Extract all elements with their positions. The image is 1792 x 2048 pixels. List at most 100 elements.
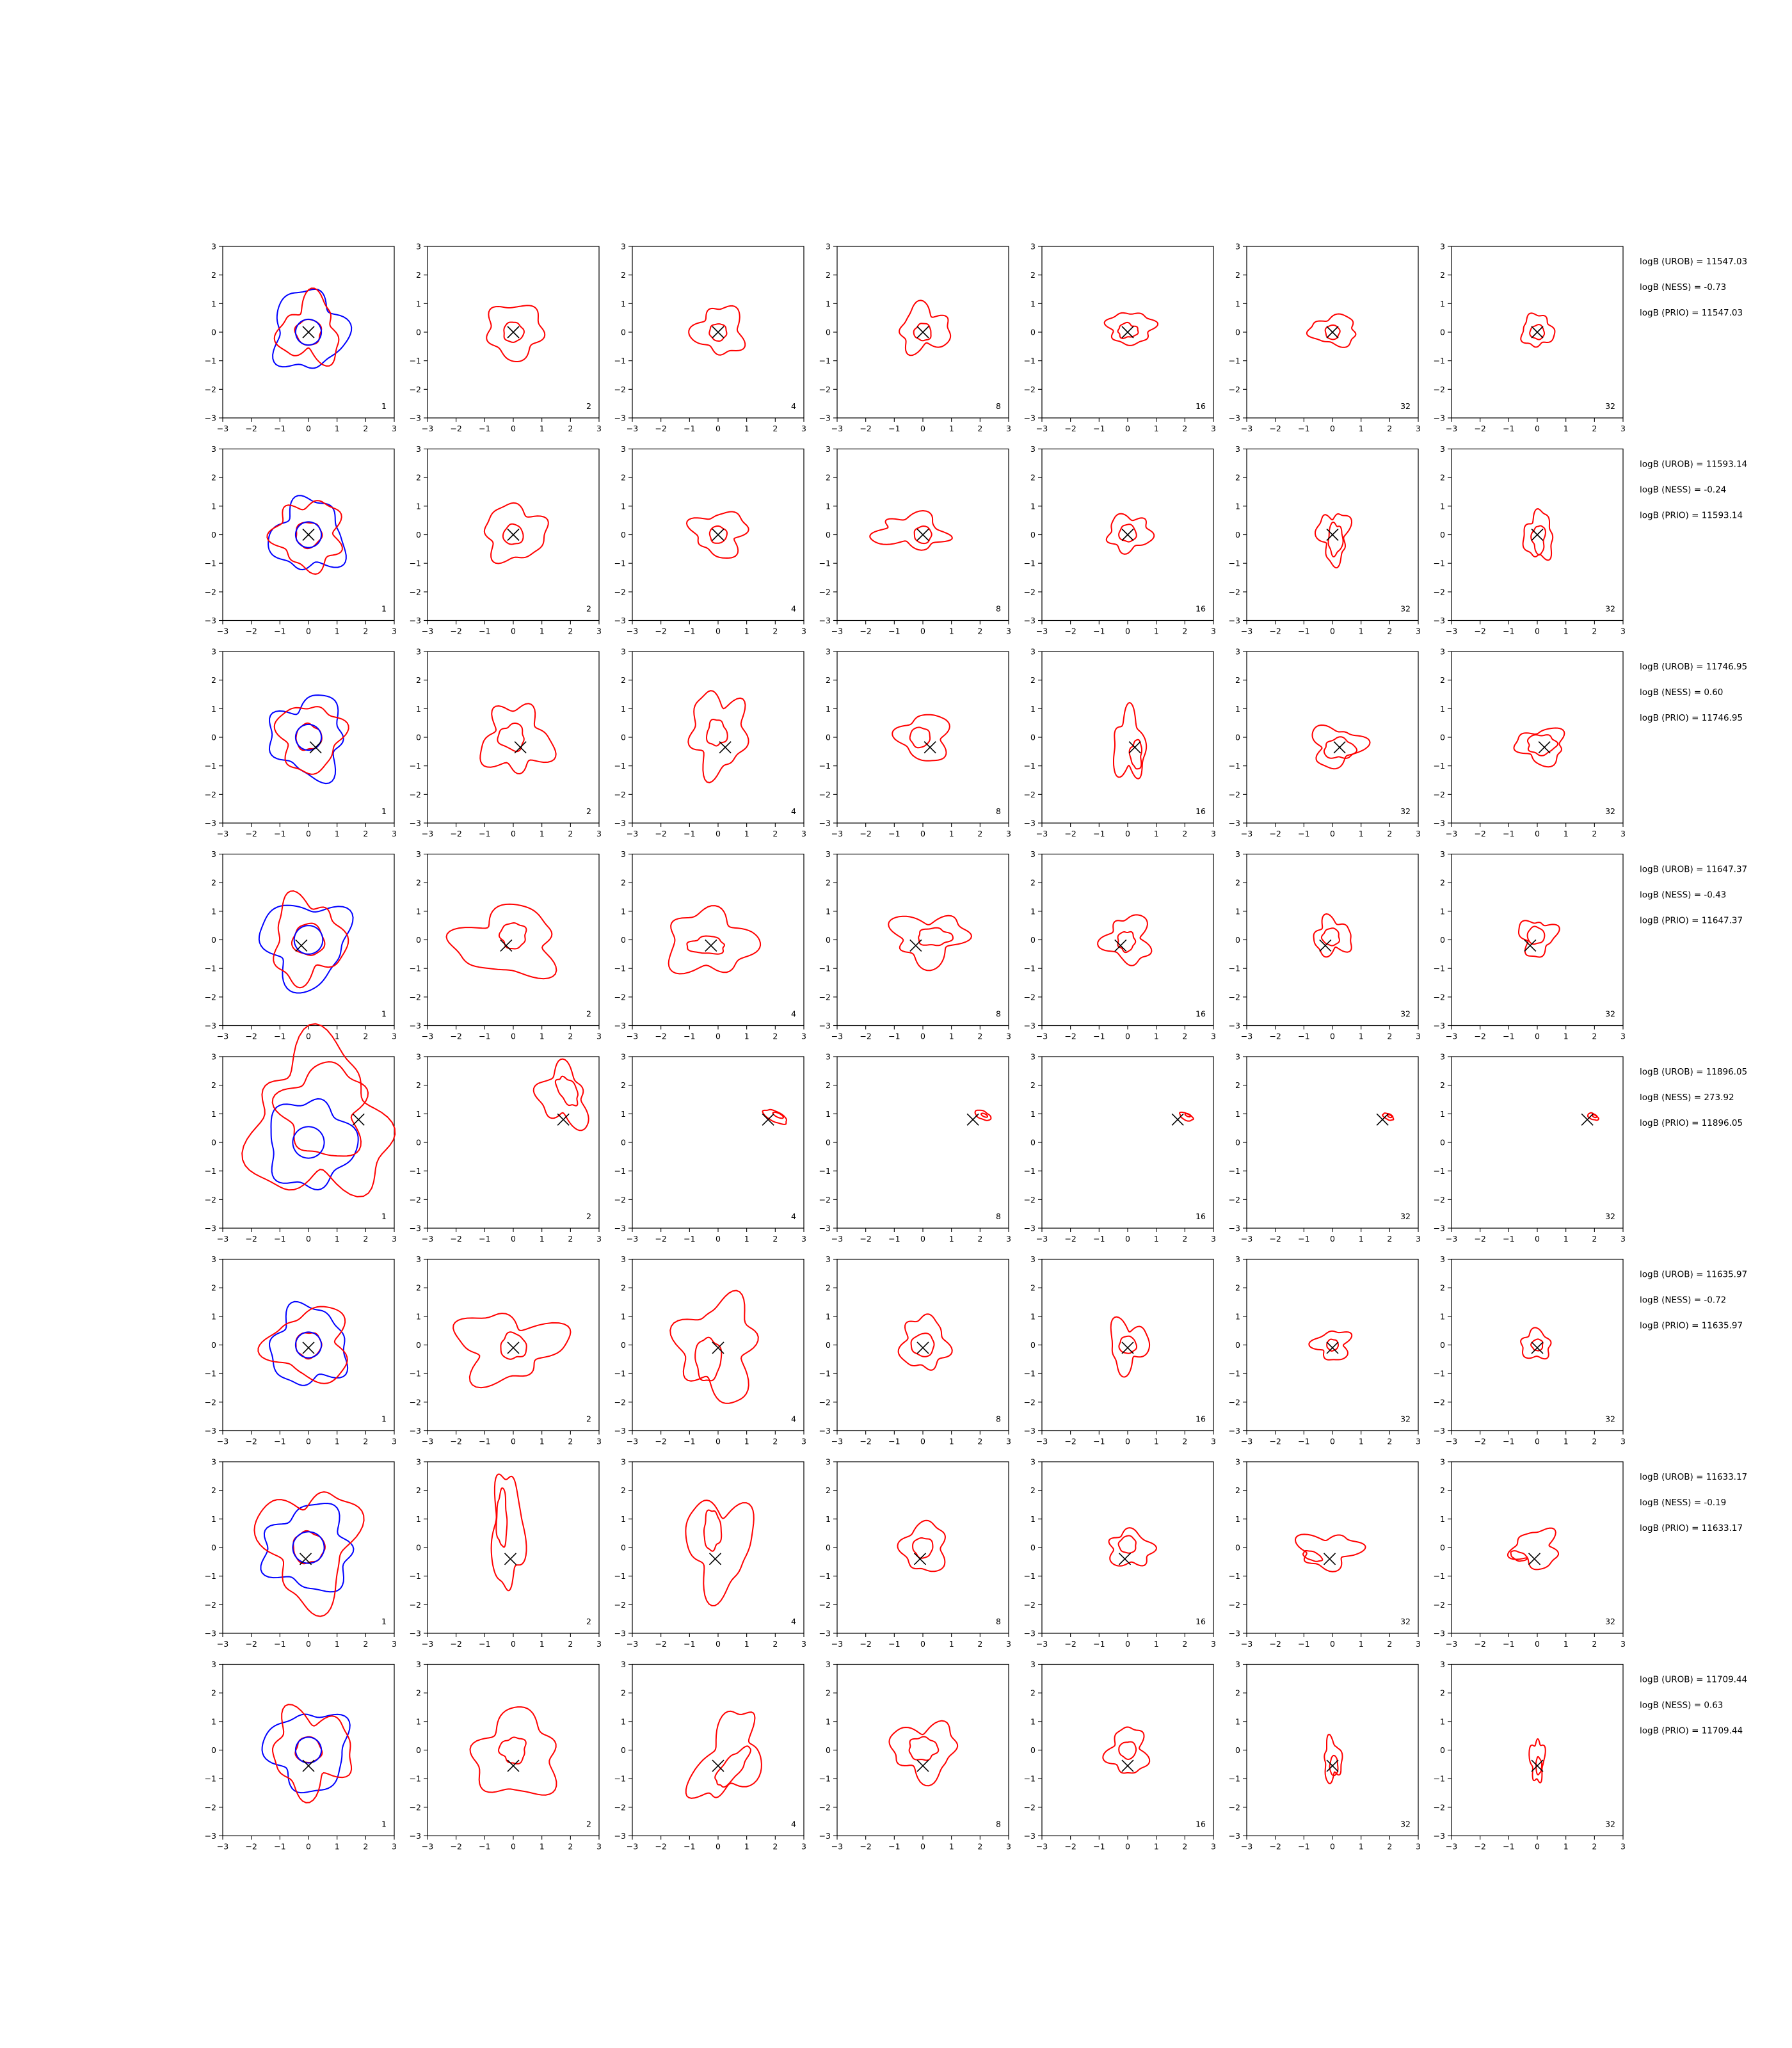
y-tick-label: −3 xyxy=(1434,1426,1445,1436)
y-tick-label: 2 xyxy=(211,1485,216,1495)
x-tick-label: 2 xyxy=(1182,424,1187,433)
true-value-marker xyxy=(1323,1553,1336,1565)
y-tick-label: −2 xyxy=(1434,587,1445,596)
contour-red xyxy=(688,305,746,356)
true-value-marker xyxy=(309,741,322,754)
contour-red xyxy=(685,1710,762,1799)
y-tick-label: −3 xyxy=(1434,413,1445,423)
x-tick-label: 1 xyxy=(540,424,545,433)
true-value-marker xyxy=(916,1759,929,1772)
x-tick-label: −2 xyxy=(655,1639,666,1649)
x-tick-label: 2 xyxy=(363,1842,368,1852)
y-tick-label: −2 xyxy=(1434,385,1445,394)
y-tick-label: 3 xyxy=(416,1254,421,1264)
true-value-marker xyxy=(1114,939,1127,952)
y-tick-label: 1 xyxy=(1235,704,1240,714)
panel-count-label: 2 xyxy=(586,1212,591,1221)
x-tick-label: −1 xyxy=(888,829,900,838)
x-tick-label: −1 xyxy=(479,627,490,636)
x-tick-label: −1 xyxy=(1503,424,1514,433)
x-tick-label: −1 xyxy=(1298,1639,1309,1649)
y-tick-label: −3 xyxy=(1024,1224,1036,1233)
y-tick-label: −2 xyxy=(1024,1195,1036,1204)
y-tick-label: 1 xyxy=(416,1716,421,1726)
contour-panel-r4-c5: −3 −2 −1 0 1 2 3 −3 −2 −1 0 1 2 3 16 xyxy=(1024,849,1216,1041)
x-tick-label: 2 xyxy=(1387,627,1392,636)
y-tick-label: 1 xyxy=(1440,704,1445,714)
x-tick-label: −2 xyxy=(655,1842,666,1852)
contour-red xyxy=(469,1706,557,1796)
x-tick-label: 0 xyxy=(920,1639,925,1649)
true-value-marker xyxy=(1531,1341,1544,1354)
y-tick-label: −2 xyxy=(819,385,831,394)
contour-red xyxy=(1179,1111,1194,1122)
y-tick-label: 3 xyxy=(826,444,831,454)
x-tick-label: 3 xyxy=(1211,1437,1216,1446)
x-tick-label: −3 xyxy=(1036,1437,1048,1446)
x-tick-label: 2 xyxy=(772,627,778,636)
x-tick-label: −3 xyxy=(627,1639,638,1649)
y-tick-label: 2 xyxy=(416,675,421,685)
panel-count-label: 32 xyxy=(1605,604,1615,614)
contour-red xyxy=(1117,321,1139,339)
contour-red xyxy=(495,1487,508,1548)
x-tick-label: −1 xyxy=(1298,424,1309,433)
y-tick-label: 1 xyxy=(1235,1109,1240,1119)
contour-red xyxy=(1308,1330,1353,1361)
y-tick-label: −3 xyxy=(614,819,626,828)
contour-panel-r3-c7: −3 −2 −1 0 1 2 3 −3 −2 −1 0 1 2 3 32 xyxy=(1434,647,1626,839)
panel-count-label: 32 xyxy=(1605,1820,1615,1829)
x-tick-label: −3 xyxy=(422,1437,433,1446)
y-tick-label: 1 xyxy=(826,1311,831,1321)
contour-panel-r6-c7: −3 −2 −1 0 1 2 3 −3 −2 −1 0 1 2 3 32 xyxy=(1434,1254,1626,1446)
y-tick-label: 2 xyxy=(1235,473,1240,483)
axes-frame xyxy=(1451,853,1624,1027)
y-tick-label: −1 xyxy=(1024,1774,1036,1784)
contour-red xyxy=(669,1290,759,1404)
true-value-marker xyxy=(352,1113,365,1126)
y-tick-label: 2 xyxy=(826,878,831,888)
x-tick-label: 2 xyxy=(1592,1032,1597,1041)
y-tick-label: 3 xyxy=(621,1660,626,1669)
y-tick-label: −3 xyxy=(410,1629,421,1638)
contour-red xyxy=(1118,1335,1137,1354)
true-value-marker xyxy=(916,1341,929,1354)
y-tick-label: 3 xyxy=(621,647,626,657)
x-tick-label: −2 xyxy=(1474,1234,1485,1244)
y-tick-label: −1 xyxy=(410,761,421,771)
true-value-marker xyxy=(1531,528,1544,541)
panel-row-5: −3 −2 −1 0 1 2 3 −3 −2 −1 0 1 2 3 1 −3 −2 −1 0 1 2 3 −3 −2 −1 0 1 2… xyxy=(205,1023,1747,1244)
x-tick-label: −3 xyxy=(217,1234,228,1244)
true-value-marker xyxy=(504,1553,517,1565)
y-tick-label: −3 xyxy=(410,1831,421,1841)
panel-count-label: 2 xyxy=(586,1009,591,1019)
panel-count-label: 32 xyxy=(1400,1820,1411,1829)
contour-panel-r7-c1: −3 −2 −1 0 1 2 3 −3 −2 −1 0 1 2 3 1 xyxy=(205,1457,397,1649)
panel-count-label: 16 xyxy=(1196,806,1206,816)
y-tick-label: −1 xyxy=(819,1774,831,1784)
y-tick-label: 0 xyxy=(1440,1138,1445,1148)
y-tick-label: 3 xyxy=(826,1660,831,1669)
x-tick-label: 3 xyxy=(1416,627,1421,636)
contour-red xyxy=(1387,1114,1393,1119)
x-tick-label: −3 xyxy=(217,1639,228,1649)
x-tick-label: 2 xyxy=(1182,1437,1187,1446)
row-stat-label: logB (PRIO) = 11633.17 xyxy=(1640,1523,1743,1533)
x-tick-label: −3 xyxy=(1241,829,1252,838)
x-tick-label: −1 xyxy=(1503,1842,1514,1852)
x-tick-label: −3 xyxy=(831,1234,843,1244)
x-tick-label: −1 xyxy=(888,424,900,433)
x-tick-label: 2 xyxy=(977,1639,982,1649)
contour-panel-r1-c6: −3 −2 −1 0 1 2 3 −3 −2 −1 0 1 2 3 32 xyxy=(1229,242,1421,434)
x-tick-label: 3 xyxy=(1416,424,1421,433)
y-tick-label: 1 xyxy=(826,299,831,308)
panel-count-label: 1 xyxy=(381,1617,387,1626)
y-tick-label: 2 xyxy=(1440,1688,1445,1698)
y-tick-label: 0 xyxy=(1030,1340,1036,1350)
y-tick-label: −2 xyxy=(1229,1600,1240,1610)
contour-red xyxy=(1329,1754,1339,1777)
y-tick-label: −3 xyxy=(819,1831,831,1841)
true-value-marker xyxy=(299,1553,312,1565)
axes-frame xyxy=(632,853,804,1027)
y-tick-label: 0 xyxy=(826,1745,831,1755)
